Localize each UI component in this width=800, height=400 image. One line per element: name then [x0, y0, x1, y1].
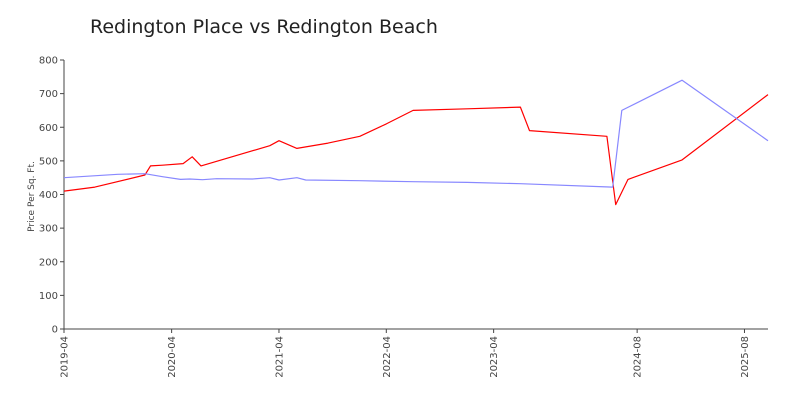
y-tick-label: 700: [39, 89, 58, 100]
y-tick-label: 100: [39, 291, 58, 302]
chart-title: Redington Place vs Redington Beach: [90, 16, 438, 38]
series-line-2: [63, 79, 769, 188]
y-tick-label: 500: [39, 156, 58, 167]
x-tick-label: 2024-08: [633, 336, 644, 378]
y-tick-label: 600: [39, 123, 58, 134]
x-tick-label: 2025-08: [740, 336, 751, 378]
x-tick-label: 2020-04: [167, 336, 178, 378]
y-tick-label: 800: [39, 56, 58, 67]
x-tick-label: 2019-04: [60, 336, 71, 378]
y-axis-label: Price Per Sq. Ft.: [27, 161, 37, 232]
x-tick-label: 2022-04: [382, 336, 393, 378]
y-tick-label: 0: [52, 325, 58, 336]
series-line-1: [63, 94, 769, 206]
x-tick-label: 2021-04: [274, 336, 285, 378]
y-tick-label: 300: [39, 224, 58, 235]
y-tick-label: 200: [39, 257, 58, 268]
x-tick-label: 2023-04: [489, 336, 500, 378]
y-tick-label: 400: [39, 190, 58, 201]
